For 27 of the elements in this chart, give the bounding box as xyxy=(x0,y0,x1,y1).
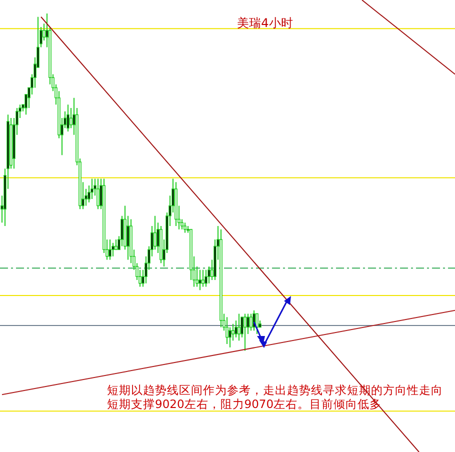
candlestick xyxy=(202,269,204,288)
candlestick xyxy=(154,215,156,250)
candlestick xyxy=(246,313,250,334)
chart-title: 美瑞4小时 xyxy=(237,16,293,30)
candlestick xyxy=(42,23,46,41)
candlestick xyxy=(256,313,258,334)
candlestick xyxy=(234,320,238,338)
candlestick xyxy=(120,215,124,247)
candlestick xyxy=(114,238,118,250)
candlestick xyxy=(226,316,228,345)
candlestick xyxy=(244,313,246,352)
candlestick xyxy=(70,107,72,129)
candlestick xyxy=(112,242,114,257)
candlestick xyxy=(184,222,186,234)
candlestick xyxy=(238,313,240,342)
candlestick xyxy=(66,104,70,132)
candlestick xyxy=(126,215,130,260)
candlestick xyxy=(228,326,232,348)
candlestick xyxy=(252,310,256,332)
candlestick xyxy=(250,313,252,332)
candlestick xyxy=(198,269,202,291)
candlestick xyxy=(108,238,112,260)
candlestick xyxy=(204,269,208,288)
candlestick xyxy=(232,323,234,342)
candlestick xyxy=(96,178,100,210)
candlestick xyxy=(90,178,94,200)
candlestick xyxy=(208,266,210,284)
